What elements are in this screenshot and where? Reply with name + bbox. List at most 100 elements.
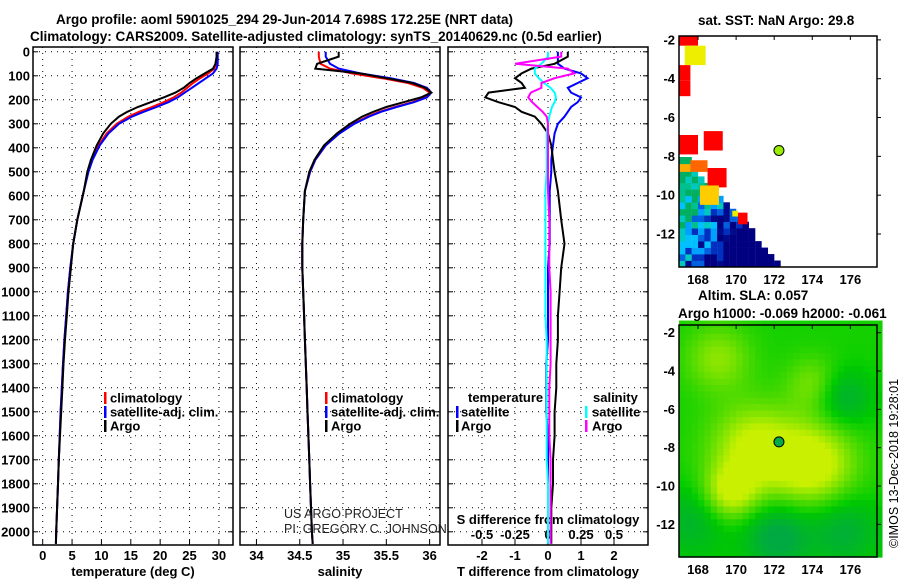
y-tick-label: -12 — [656, 517, 675, 532]
sla-cell — [780, 384, 788, 392]
sla-cell — [742, 467, 750, 475]
sla-cell — [748, 378, 756, 386]
sla-cell — [710, 320, 718, 328]
sla-cell — [805, 512, 813, 520]
sla-cell — [837, 461, 845, 469]
sla-cell — [704, 435, 712, 443]
sla-cell — [875, 371, 883, 379]
sst-cell — [698, 208, 705, 216]
sla-cell — [805, 550, 813, 558]
sla-cell — [793, 454, 801, 462]
sla-cell — [698, 358, 705, 366]
sla-cell — [755, 429, 762, 437]
sla-cell — [736, 403, 743, 411]
sla-cell — [691, 435, 699, 443]
sla-cell — [710, 473, 718, 481]
sla-cell — [818, 422, 826, 430]
sla-cell — [710, 525, 718, 533]
sla-cell — [837, 525, 845, 533]
sla-cell — [736, 339, 743, 347]
sla-cell — [780, 473, 788, 481]
sla-cell — [812, 448, 820, 456]
sla-cell — [856, 493, 864, 501]
sst-cell — [710, 228, 718, 235]
sla-cell — [704, 454, 712, 462]
sst-cell — [755, 254, 762, 261]
sla-cell — [856, 333, 864, 341]
sla-cell — [761, 416, 769, 424]
sla-cell — [679, 544, 686, 552]
legend-label: climatology — [331, 391, 404, 406]
sla-cell — [767, 416, 775, 424]
sla-cell — [780, 461, 788, 469]
sla-cell — [799, 371, 807, 379]
sla-cell — [710, 537, 718, 545]
sst-cell — [717, 254, 724, 261]
sst-cell — [710, 234, 718, 242]
sla-cell — [685, 365, 693, 373]
sla-cell — [717, 378, 724, 386]
sla-cell — [717, 544, 724, 552]
sla-cell — [685, 531, 693, 539]
sla-cell — [748, 467, 756, 475]
sla-cell — [748, 384, 756, 392]
sla-cell — [812, 467, 820, 475]
sla-cell — [875, 480, 883, 488]
sla-cell — [691, 493, 699, 501]
sla-cell — [679, 435, 686, 443]
x-axis-label: salinity — [318, 564, 364, 579]
sla-cell — [818, 346, 826, 354]
sla-cell — [786, 467, 794, 475]
sla-cell — [761, 505, 769, 513]
sla-cell — [729, 441, 737, 449]
sla-cell — [824, 544, 832, 552]
sla-cell — [761, 467, 769, 475]
sla-cell — [850, 550, 858, 558]
sla-cell — [793, 544, 801, 552]
sla-cell — [818, 320, 826, 328]
sla-cell — [742, 473, 750, 481]
sst-cell — [679, 65, 691, 81]
sst-cell — [710, 241, 718, 248]
sla-cell — [837, 416, 845, 424]
sla-cell — [863, 467, 870, 475]
x-tick-label: 172 — [763, 272, 785, 287]
sla-cell — [742, 358, 750, 366]
sla-cell — [793, 473, 801, 481]
sla-cell — [742, 403, 750, 411]
sla-cell — [717, 473, 724, 481]
sla-cell — [850, 505, 858, 513]
sst-cell — [742, 234, 749, 242]
sla-cell — [863, 378, 870, 386]
sla-cell — [704, 537, 712, 545]
sla-cell — [704, 448, 712, 456]
sla-cell — [863, 441, 870, 449]
sla-cell — [717, 371, 724, 379]
sla-cell — [704, 493, 712, 501]
sst-cell — [685, 234, 692, 242]
sla-cell — [685, 499, 693, 507]
sst-cell — [691, 228, 699, 235]
sla-cell — [850, 378, 858, 386]
sla-cell — [710, 339, 718, 347]
x2-tick-label: -0.25 — [500, 527, 530, 542]
sla-cell — [679, 390, 686, 398]
sla-cell — [824, 493, 832, 501]
sla-cell — [831, 429, 839, 437]
sla-cell — [805, 429, 813, 437]
sla-cell — [685, 326, 693, 334]
sla-cell — [717, 467, 724, 475]
sla-cell — [824, 416, 832, 424]
sla-cell — [824, 499, 832, 507]
sla-cell — [761, 352, 769, 360]
sla-cell — [831, 448, 839, 456]
sla-cell — [856, 326, 864, 334]
sla-cell — [863, 390, 870, 398]
legend-swatch — [325, 392, 328, 404]
sla-cell — [863, 537, 870, 545]
sla-cell — [685, 403, 693, 411]
sla-cell — [869, 461, 877, 469]
sla-cell — [774, 326, 781, 334]
sla-cell — [685, 416, 693, 424]
sla-cell — [685, 333, 693, 341]
